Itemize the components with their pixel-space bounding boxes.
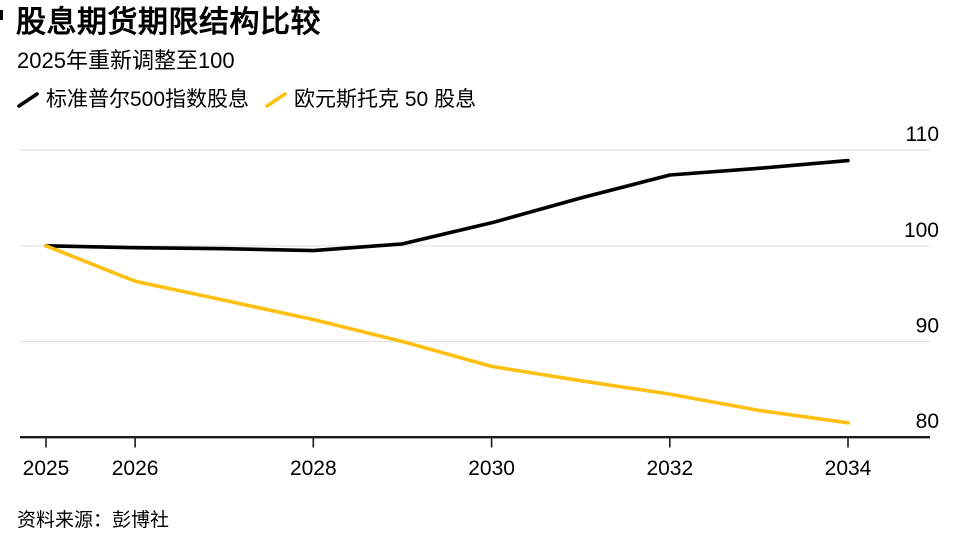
y-tick-label-80: 80 xyxy=(916,410,939,433)
legend-line-swatch-icon xyxy=(265,92,287,108)
x-tick-label-2025: 2025 xyxy=(23,457,70,480)
x-tick-label-2028: 2028 xyxy=(290,457,337,480)
x-tick-label-2030: 2030 xyxy=(468,457,515,480)
x-tick-label-2026: 2026 xyxy=(112,457,159,480)
y-tick-label-110: 110 xyxy=(906,123,939,146)
legend-label: 欧元斯托克 50 股息 xyxy=(294,88,477,111)
legend-item-1: 欧元斯托克 50 股息 xyxy=(265,87,476,113)
source-note: 资料来源：彭博社 xyxy=(17,510,170,531)
y-tick-label-100: 100 xyxy=(904,219,939,242)
series-line-1 xyxy=(44,244,850,425)
y-tick-label-90: 90 xyxy=(916,315,939,338)
dividend-futures-term-structure-chart: 2025 2026 2028 2030 2032 2034 80 90 100 110 xyxy=(20,123,939,480)
legend-item-0: 标准普尔500指数股息 xyxy=(17,87,249,113)
legend-line-swatch-icon xyxy=(17,92,39,108)
chart-subtitle: 2025年重新调整至100 xyxy=(17,48,235,73)
edge-artifact xyxy=(0,10,3,20)
legend-label: 标准普尔500指数股息 xyxy=(46,88,250,111)
x-tick-label-2034: 2034 xyxy=(825,457,872,480)
x-tick-label-2032: 2032 xyxy=(646,457,693,480)
page-title: 股息期货期限结构比较 xyxy=(16,6,321,39)
legend: 标准普尔500指数股息 欧元斯托克 50 股息 xyxy=(17,87,476,113)
series-line-0 xyxy=(44,158,850,253)
